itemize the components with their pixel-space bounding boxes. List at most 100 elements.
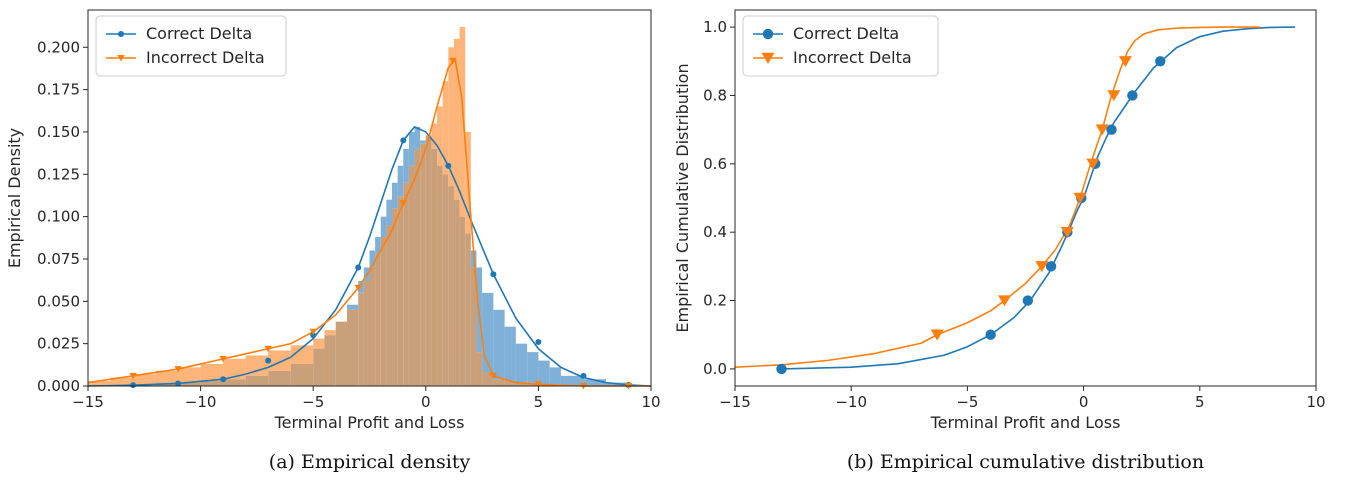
incorrect-delta-point xyxy=(129,372,137,380)
x-tick-label: 5 xyxy=(1195,393,1205,411)
overlap-hist-bar xyxy=(408,165,415,386)
correct-hist-bar xyxy=(408,131,415,166)
overlap-hist-bar xyxy=(465,233,471,386)
x-tick-label: −15 xyxy=(719,393,751,411)
incorrect-delta-point xyxy=(1035,261,1049,273)
overlap-hist-bar xyxy=(425,135,432,386)
cdf-ticks: −15 −10 −5 0 5 10 0.0 0.2 0.4 0.6 0.8 1.0 xyxy=(703,18,1325,411)
x-tick-label: 0 xyxy=(421,393,431,411)
y-tick-label: 0.150 xyxy=(37,123,80,141)
y-tick-label: 0.000 xyxy=(37,377,80,395)
correct-delta-point xyxy=(580,372,587,379)
correct-delta-point xyxy=(776,363,787,375)
overlap-hist-bar xyxy=(470,267,477,386)
overlap-hist-bar xyxy=(290,363,314,386)
overlap-hist-bar xyxy=(363,280,370,386)
cdf-plot-frame xyxy=(734,9,1317,387)
correct-hist-bar xyxy=(392,182,398,209)
correct-hist-bar xyxy=(380,216,387,237)
y-tick-label: 0.200 xyxy=(37,38,80,56)
incorrect-hist-bar xyxy=(88,380,111,386)
incorrect-delta-point xyxy=(399,200,408,207)
incorrect-hist-bar xyxy=(437,106,443,166)
incorrect-delta-point xyxy=(264,345,272,353)
overlap-hist-bar xyxy=(375,253,381,386)
incorrect-delta-point xyxy=(930,329,944,341)
cdf-caption: (b) Empirical cumulative distribution xyxy=(847,451,1204,473)
density-chart: −15 −10 −5 0 5 10 0.000 0.025 0.050 0.075 0.100 0.1… xyxy=(5,9,661,473)
cdf-curves-layer xyxy=(734,26,1296,370)
x-tick-label: −10 xyxy=(835,393,867,411)
cdf-chart: −15 −10 −5 0 5 10 0.0 0.2 0.4 0.6 0.8 1.0 Terminal … xyxy=(673,9,1326,473)
incorrect-hist-bar xyxy=(453,38,460,200)
incorrect-delta-point xyxy=(449,57,457,65)
overlap-hist-bar xyxy=(453,199,460,386)
correct-delta-point xyxy=(265,357,272,364)
incorrect-hist-bar xyxy=(245,355,269,376)
incorrect-hist-bar xyxy=(155,370,179,383)
incorrect-hist-bar xyxy=(324,330,336,336)
overlap-hist-bar xyxy=(482,372,494,386)
density-y-axis-label: Empirical Density xyxy=(5,128,24,268)
legend-label: Incorrect Delta xyxy=(146,48,265,67)
legend-label: Incorrect Delta xyxy=(793,48,912,67)
density-caption: (a) Empirical density xyxy=(269,451,471,473)
correct-delta-point xyxy=(490,271,497,278)
incorrect-delta-point xyxy=(174,366,182,373)
cdf-x-axis-label: Terminal Profit and Loss xyxy=(930,413,1121,432)
y-tick-label: 0.075 xyxy=(37,250,80,268)
incorrect-delta-point xyxy=(354,284,362,292)
incorrect-hist-bar xyxy=(110,377,134,386)
incorrect-hist-bar xyxy=(431,123,438,149)
cdf-markers-layer xyxy=(776,56,1166,375)
correct-hist-bar xyxy=(386,199,393,226)
x-tick-label: −5 xyxy=(302,393,324,411)
overlap-hist-bar xyxy=(493,379,505,386)
overlap-hist-bar xyxy=(200,380,224,386)
correct-delta-point xyxy=(175,380,182,387)
overlap-hist-bar xyxy=(442,174,449,386)
overlap-hist-bar xyxy=(178,382,201,386)
correct-hist-bar xyxy=(527,352,539,383)
overlap-hist-bar xyxy=(476,352,483,386)
overlap-hist-bar xyxy=(324,335,336,386)
overlap-hist-bar xyxy=(335,321,347,386)
incorrect-hist-bar xyxy=(442,81,449,175)
correct-delta-point xyxy=(535,338,542,345)
overlap-hist-bar xyxy=(397,196,404,386)
correct-hist-bar xyxy=(583,379,606,386)
incorrect-hist-bar xyxy=(313,338,325,349)
legend-box xyxy=(95,15,287,77)
incorrect-hist-bar xyxy=(459,26,466,217)
incorrect-hist-bar xyxy=(133,374,156,386)
correct-hist-bar xyxy=(397,165,404,197)
incorrect-delta-point xyxy=(1095,124,1109,136)
incorrect-delta-point xyxy=(534,381,543,388)
incorrect-delta-point xyxy=(1086,158,1100,170)
overlap-hist-bar xyxy=(431,148,438,386)
overlap-hist-bar xyxy=(313,348,325,386)
incorrect-hist-bar xyxy=(268,350,291,371)
x-tick-label: 10 xyxy=(641,393,660,411)
overlap-hist-bar xyxy=(392,208,398,386)
y-tick-label: 0.050 xyxy=(37,292,80,310)
cdf-y-axis-label: Empirical Cumulative Distribution xyxy=(673,63,692,332)
incorrect-hist-bar xyxy=(223,358,246,380)
cdf-legend: Correct Delta Incorrect Delta xyxy=(742,15,939,77)
correct-hist-bar xyxy=(420,140,426,144)
incorrect-delta-point xyxy=(309,328,317,336)
correct-hist-bar xyxy=(493,309,505,380)
incorrect-delta-point xyxy=(1107,90,1121,102)
correct-hist-bar xyxy=(482,292,494,373)
correct-hist-bar xyxy=(549,367,561,385)
y-tick-label: 0.0 xyxy=(703,360,727,378)
legend-circle-marker xyxy=(118,31,124,37)
overlap-hist-bar xyxy=(223,379,246,386)
density-x-axis-label: Terminal Profit and Loss xyxy=(274,413,465,432)
correct-delta-point xyxy=(1045,261,1057,272)
correct-delta-point xyxy=(355,264,362,271)
correct-hist-bar xyxy=(515,343,528,383)
density-plot-frame xyxy=(87,9,652,387)
correct-delta-point xyxy=(400,137,407,144)
